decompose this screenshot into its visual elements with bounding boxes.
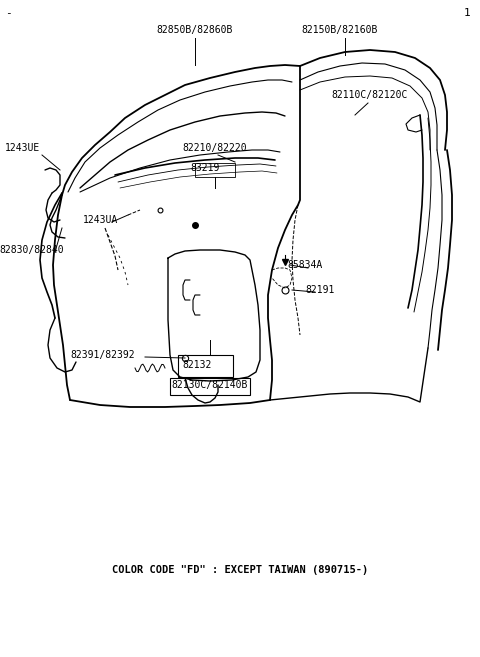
Text: 82110C/82120C: 82110C/82120C: [332, 90, 408, 100]
Text: 1243UA: 1243UA: [83, 215, 118, 225]
Text: 82130C/82140B: 82130C/82140B: [172, 380, 248, 390]
Text: -: -: [5, 8, 12, 18]
Text: 83219: 83219: [190, 163, 220, 173]
Text: 82191: 82191: [305, 285, 335, 295]
Text: 82132: 82132: [182, 360, 212, 370]
Text: 82830/82840: 82830/82840: [0, 245, 64, 255]
Text: 82391/82392: 82391/82392: [71, 350, 135, 360]
Text: COLOR CODE "FD" : EXCEPT TAIWAN (890715-): COLOR CODE "FD" : EXCEPT TAIWAN (890715-…: [112, 565, 368, 575]
Text: 82850B/82860B: 82850B/82860B: [157, 25, 233, 35]
Text: 82210/82220: 82210/82220: [183, 143, 247, 153]
Text: 1: 1: [463, 8, 470, 18]
Text: 1243UE: 1243UE: [4, 143, 40, 153]
Text: 82150B/82160B: 82150B/82160B: [302, 25, 378, 35]
Text: 85834A: 85834A: [288, 260, 323, 270]
